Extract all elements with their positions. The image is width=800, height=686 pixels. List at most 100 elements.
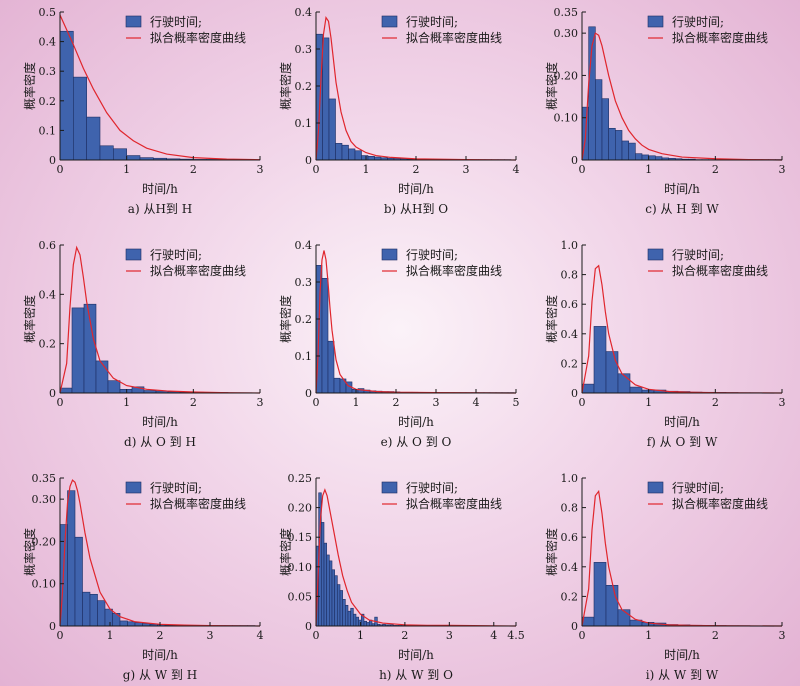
y-tick-label: 0.2 <box>295 313 313 326</box>
y-tick-label: 0.15 <box>288 531 313 544</box>
x-tick-label: 3 <box>463 163 470 176</box>
subplot-caption: e) 从 O 到 O <box>381 435 452 449</box>
histogram-bar <box>95 360 109 394</box>
histogram-bar <box>655 156 663 161</box>
subplot-caption: d) 从 O 到 H <box>124 435 196 449</box>
histogram-bar <box>119 620 128 627</box>
y-tick-label: 0.4 <box>295 6 313 19</box>
histogram-bar <box>321 522 325 627</box>
x-tick-label: 2 <box>712 396 719 409</box>
y-tick-label: 0.35 <box>554 6 579 19</box>
x-axis-title: 时间/h <box>664 182 700 196</box>
histogram-bar <box>327 340 335 394</box>
x-tick-label: 2 <box>413 163 420 176</box>
x-axis-title: 时间/h <box>398 648 434 662</box>
y-axis-title: 概率密度 <box>22 528 37 576</box>
y-axis-title: 概率密度 <box>544 62 559 110</box>
y-tick-label: 0.3 <box>39 65 57 78</box>
histogram-bar <box>342 599 346 627</box>
y-axis-title: 概率密度 <box>544 295 559 343</box>
y-tick-label: 0 <box>49 620 56 633</box>
histogram-bars <box>315 33 512 161</box>
histogram-bar <box>321 277 329 394</box>
y-tick-label: 0.4 <box>561 561 579 574</box>
subplot-b: 0 1 2 3 4 0 0.1 0.2 0.3 0.4 时间/h 概率密度 b) 从H到 O 行驶时间;拟… <box>278 6 520 216</box>
histogram-bar <box>635 153 643 161</box>
histogram-bars <box>315 492 434 627</box>
legend: 行驶时间;拟合概率密度曲线 <box>647 480 768 511</box>
fitted-density-curve <box>581 489 783 627</box>
x-tick-label: 4 <box>257 629 264 642</box>
subplot-caption: i) 从 W 到 W <box>646 668 719 682</box>
y-tick-label: 0.4 <box>561 328 579 341</box>
legend-hist-swatch <box>381 15 398 28</box>
x-tick-label: 0 <box>579 163 586 176</box>
y-tick-label: 1.0 <box>561 472 579 485</box>
histogram-bar <box>605 351 619 394</box>
legend: 行驶时间;拟合概率密度曲线 <box>647 14 768 45</box>
subplot-f: 0 1 2 3 0 0.2 0.4 0.6 0.8 1.0 时间/h 概率密度 f) 从 O 到 W 行驶… <box>544 239 786 449</box>
x-tick-label: 0 <box>579 629 586 642</box>
histogram-bar <box>74 536 83 627</box>
histogram-bars <box>581 326 775 394</box>
histogram-bar <box>86 116 101 161</box>
histogram-bar <box>335 143 343 161</box>
subplot-e: 0 1 2 3 4 5 0 0.1 0.2 0.3 0.4 时间/h 概率密度 e) 从 O 到 O 行驶时… <box>278 239 520 449</box>
y-tick-label: 0 <box>305 620 312 633</box>
x-tick-label: 3 <box>257 396 264 409</box>
x-axis-title: 时间/h <box>664 415 700 429</box>
subplot-caption: f) 从 O 到 W <box>647 435 718 449</box>
legend-curve-label: 拟合概率密度曲线 <box>672 496 768 511</box>
histogram-bar <box>59 387 73 394</box>
y-tick-label: 0.2 <box>561 357 579 370</box>
y-tick-label: 0.6 <box>561 531 579 544</box>
x-tick-label: 4.5 <box>507 629 525 642</box>
y-tick-label: 0.1 <box>295 117 313 130</box>
subplot-d: 0 1 2 3 0 0.2 0.4 0.6 时间/h 概率密度 d) 从 O 到 H 行驶时间;拟合概… <box>22 239 264 449</box>
histogram-bar <box>73 76 87 161</box>
subplot-c: 0 1 2 3 0 0.10 0.20 0.30 0.35 时间/h 概率密度 c) 从 H 到 W 行… <box>544 6 786 216</box>
legend: 行驶时间;拟合概率密度曲线 <box>381 480 502 511</box>
x-tick-label: 0 <box>57 629 64 642</box>
y-tick-label: 0.2 <box>295 80 313 93</box>
y-tick-label: 0.1 <box>295 350 313 363</box>
y-tick-label: 0 <box>49 154 56 167</box>
y-tick-label: 0.2 <box>561 590 579 603</box>
histogram-bar <box>361 155 369 161</box>
legend: 行驶时间;拟合概率密度曲线 <box>125 480 246 511</box>
y-axis-title: 概率密度 <box>278 528 293 576</box>
fitted-density-curve <box>581 264 783 394</box>
histogram-bar <box>328 98 336 161</box>
y-axis-title: 概率密度 <box>22 295 37 343</box>
x-tick-label: 0 <box>313 396 320 409</box>
legend-hist-label: 行驶时间; <box>150 14 202 29</box>
histogram-bar <box>347 610 351 627</box>
y-tick-label: 0 <box>305 154 312 167</box>
y-tick-label: 0.6 <box>561 298 579 311</box>
histogram-bar <box>350 607 354 627</box>
histogram-bar <box>355 616 359 627</box>
x-axis-title: 时间/h <box>142 648 178 662</box>
histogram-bar <box>593 326 607 394</box>
x-axis-title: 时间/h <box>664 648 700 662</box>
subplot-h: 0 1 2 3 4 4.5 0 0.05 0.10 0.15 0.20 0.25 时间/h 概率密度 h) … <box>278 472 525 682</box>
histogram-bar <box>97 600 106 627</box>
y-axis-title: 概率密度 <box>22 62 37 110</box>
subplot-caption: h) 从 W 到 O <box>379 668 453 682</box>
y-tick-label: 0 <box>571 154 578 167</box>
y-tick-label: 0.10 <box>288 561 313 574</box>
histogram-bar <box>67 490 76 627</box>
histogram-bar <box>617 373 631 394</box>
histogram-bar <box>628 142 636 161</box>
legend: 行驶时间;拟合概率密度曲线 <box>125 14 246 45</box>
histogram-bar <box>323 542 327 627</box>
x-tick-label: 1 <box>357 629 364 642</box>
histogram-bar <box>331 569 335 627</box>
y-tick-label: 0.20 <box>554 69 579 82</box>
x-tick-label: 3 <box>207 629 214 642</box>
x-axis-title: 时间/h <box>398 182 434 196</box>
legend-hist-label: 行驶时间; <box>672 480 724 495</box>
histogram-bar <box>605 584 619 627</box>
x-tick-label: 1 <box>645 396 652 409</box>
